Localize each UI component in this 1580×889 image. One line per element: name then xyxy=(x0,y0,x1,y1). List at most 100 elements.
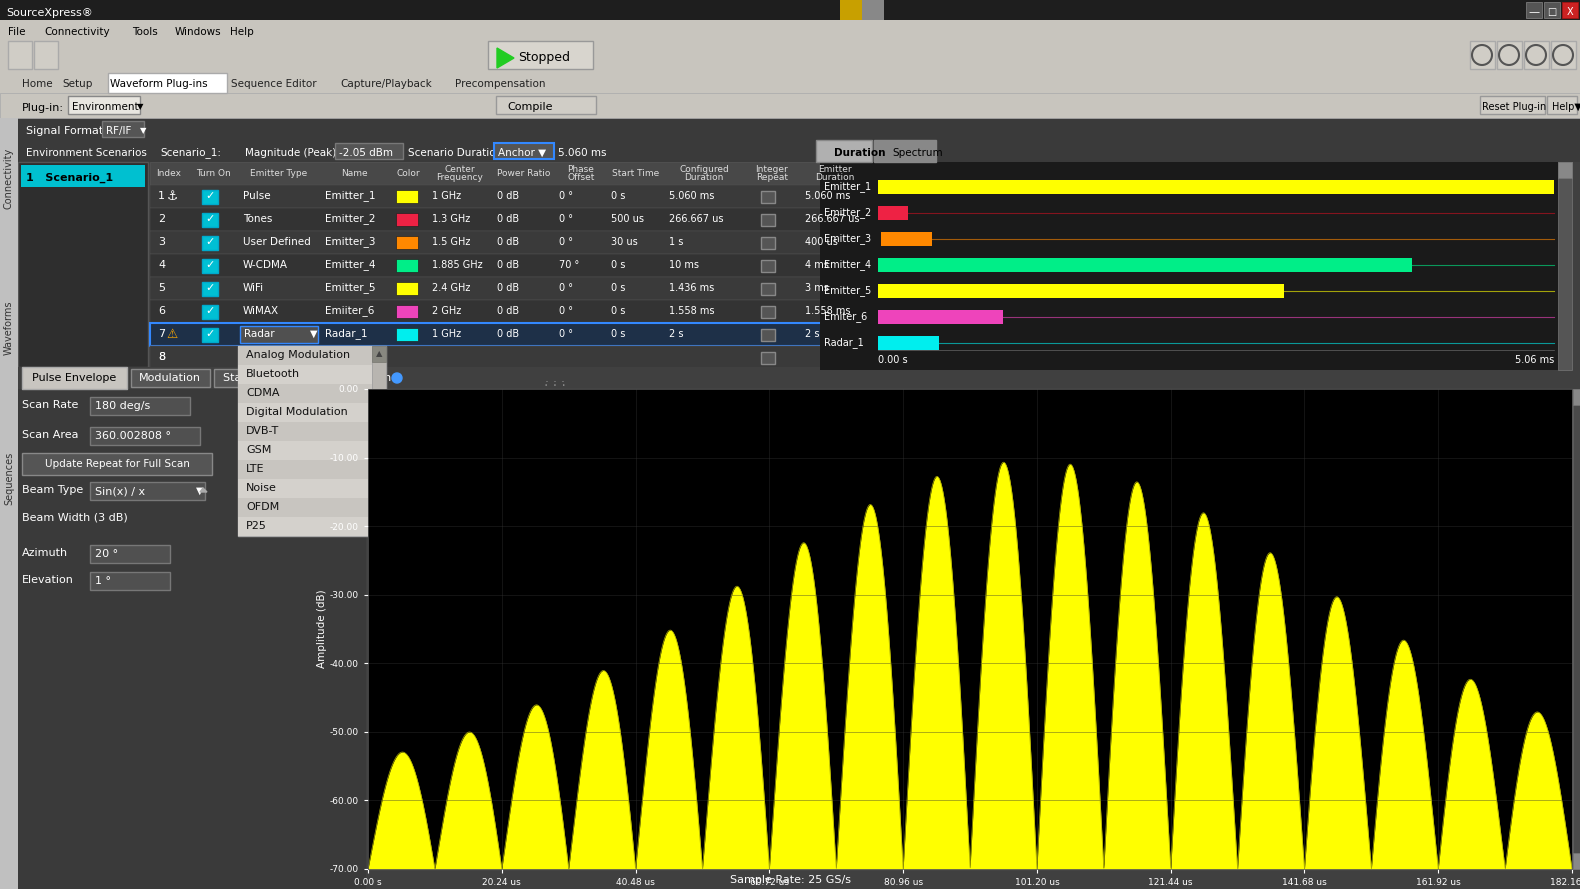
Bar xyxy=(1544,2,1559,18)
Text: Connectivity: Connectivity xyxy=(44,27,109,37)
Text: WiMAX: WiMAX xyxy=(243,306,280,316)
Text: ▼: ▼ xyxy=(141,126,147,135)
Text: -2.05 dBm: -2.05 dBm xyxy=(340,148,393,158)
Text: 0 s: 0 s xyxy=(611,191,626,201)
Text: Emiter_6: Emiter_6 xyxy=(825,311,867,323)
Bar xyxy=(22,367,126,389)
Text: Duration: Duration xyxy=(815,173,855,182)
Text: Tools: Tools xyxy=(133,27,158,37)
Bar xyxy=(150,162,869,185)
Bar xyxy=(820,162,1572,370)
Text: □: □ xyxy=(1547,7,1556,17)
Bar xyxy=(1552,41,1575,69)
Bar xyxy=(1574,389,1580,405)
Text: Duration: Duration xyxy=(834,148,885,158)
Bar xyxy=(762,237,776,249)
Bar xyxy=(878,284,1283,298)
Text: 5.060 ms: 5.060 ms xyxy=(668,191,714,201)
Text: Pulse: Pulse xyxy=(243,191,270,201)
Text: Emitter_3: Emitter_3 xyxy=(325,236,376,247)
Text: 1.885 GHz: 1.885 GHz xyxy=(431,260,482,270)
Text: ✓: ✓ xyxy=(205,306,215,316)
Text: Help: Help xyxy=(231,27,254,37)
Text: Setup: Setup xyxy=(63,79,93,89)
Text: Emitter_5: Emitter_5 xyxy=(825,285,871,296)
Text: Sin(x) / x: Sin(x) / x xyxy=(95,486,145,496)
Text: ✓: ✓ xyxy=(205,191,215,201)
Bar xyxy=(239,384,371,403)
Text: Modulation: Modulation xyxy=(139,373,201,383)
Bar xyxy=(90,545,171,563)
Bar xyxy=(1496,41,1522,69)
Text: 360.002808 °: 360.002808 ° xyxy=(95,431,171,441)
Bar xyxy=(17,367,1580,389)
Text: 2: 2 xyxy=(158,214,166,224)
Text: Beam Type: Beam Type xyxy=(22,485,84,495)
Bar xyxy=(882,232,932,246)
Text: 0 dB: 0 dB xyxy=(498,306,520,316)
Text: 5.060 ms: 5.060 ms xyxy=(558,148,607,158)
Text: Radar: Radar xyxy=(243,329,275,339)
Text: Capture/Playback: Capture/Playback xyxy=(340,79,431,89)
Text: 0 dB: 0 dB xyxy=(498,214,520,224)
Bar xyxy=(397,259,419,272)
Bar xyxy=(0,118,17,889)
Bar xyxy=(202,259,218,273)
Text: DVB-T: DVB-T xyxy=(246,426,280,436)
Text: Magnitude (Peak): Magnitude (Peak) xyxy=(245,148,337,158)
Text: 1 °: 1 ° xyxy=(95,576,111,586)
Bar xyxy=(90,572,171,590)
Text: Antenna: Antenna xyxy=(352,373,400,383)
Text: 0 dB: 0 dB xyxy=(498,237,520,247)
Text: Start Time: Start Time xyxy=(613,169,659,178)
Text: Home: Home xyxy=(22,79,52,89)
Bar xyxy=(762,329,776,341)
Text: 2.4 GHz: 2.4 GHz xyxy=(431,283,471,293)
Text: P25: P25 xyxy=(246,521,267,531)
Bar xyxy=(371,346,386,362)
Bar xyxy=(1547,96,1577,114)
Bar xyxy=(762,306,776,318)
Bar xyxy=(17,118,1580,889)
Bar xyxy=(762,283,776,295)
Text: 4 ms: 4 ms xyxy=(804,260,830,270)
Text: —: — xyxy=(1528,7,1539,17)
Bar xyxy=(762,214,776,226)
Text: ✓: ✓ xyxy=(205,283,215,293)
Circle shape xyxy=(392,373,401,383)
Text: 0 °: 0 ° xyxy=(559,306,574,316)
Text: 7: 7 xyxy=(158,329,166,339)
Text: 0 °: 0 ° xyxy=(559,283,574,293)
Bar xyxy=(397,213,419,226)
Text: ▼: ▼ xyxy=(310,329,318,339)
Text: 0 s: 0 s xyxy=(611,329,626,339)
Bar xyxy=(240,326,318,343)
Bar xyxy=(17,162,149,367)
Text: Spectrum: Spectrum xyxy=(893,148,943,158)
Text: Pulse Envelope: Pulse Envelope xyxy=(32,373,115,383)
Text: Stopped: Stopped xyxy=(518,52,570,65)
Text: 0 °: 0 ° xyxy=(559,237,574,247)
Text: Emitter_1: Emitter_1 xyxy=(825,181,871,192)
Bar xyxy=(35,41,58,69)
Text: Name: Name xyxy=(341,169,367,178)
Bar xyxy=(815,140,872,162)
Text: Environment: Environment xyxy=(73,102,139,112)
Text: W-CDMA: W-CDMA xyxy=(243,260,288,270)
Text: 0 dB: 0 dB xyxy=(498,260,520,270)
Text: 1.3 GHz: 1.3 GHz xyxy=(431,214,471,224)
Text: ✓: ✓ xyxy=(205,260,215,270)
Text: 1.558 ms: 1.558 ms xyxy=(668,306,714,316)
Text: 30 us: 30 us xyxy=(611,237,638,247)
Text: Precompensation: Precompensation xyxy=(455,79,547,89)
Text: Sequences: Sequences xyxy=(5,452,14,505)
Bar xyxy=(1563,2,1578,18)
Text: Sample Rate: 25 GS/s: Sample Rate: 25 GS/s xyxy=(730,875,850,885)
Bar xyxy=(397,282,419,295)
Text: Emiiter_6: Emiiter_6 xyxy=(325,306,374,316)
Text: Analog Modulation: Analog Modulation xyxy=(246,350,351,360)
Bar xyxy=(213,369,313,387)
Text: Tones: Tones xyxy=(243,214,272,224)
Bar xyxy=(8,41,32,69)
Bar xyxy=(0,73,1580,93)
